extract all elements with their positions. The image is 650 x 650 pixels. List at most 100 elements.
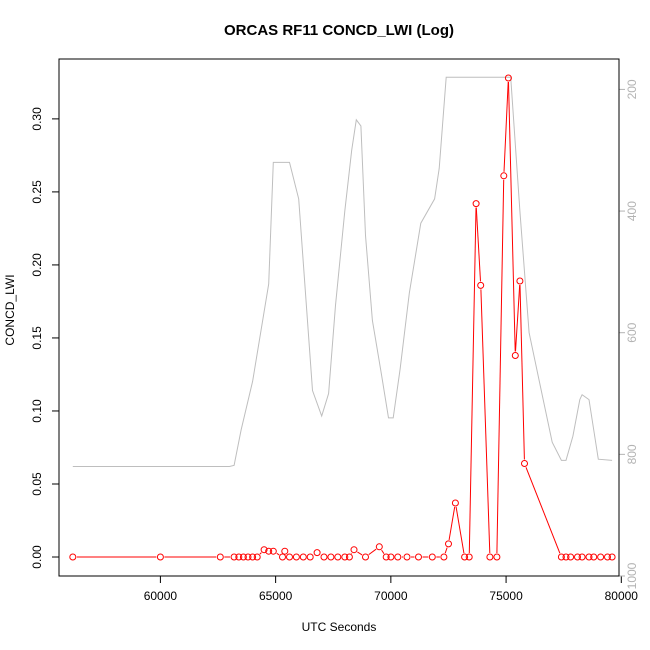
concd-point: [557, 553, 565, 561]
y-tick-label: 0.30: [30, 107, 44, 131]
x-tick-label: 65000: [259, 589, 293, 603]
x-tick-label: 70000: [374, 589, 408, 603]
y-axis-label: CONCD_LWI: [3, 274, 17, 345]
concd-point: [265, 547, 273, 555]
concd-point: [286, 553, 293, 561]
right-y-tick-label: 600: [625, 322, 639, 342]
concd-point: [239, 553, 247, 561]
x-tick-label: 80000: [605, 589, 639, 603]
concd-point: [465, 553, 473, 561]
concd-point: [362, 553, 369, 561]
concd-line-segment: [519, 284, 525, 460]
concd-point: [69, 553, 77, 561]
concd-point: [516, 277, 524, 285]
concd-point: [461, 553, 469, 561]
concd-point: [334, 553, 342, 561]
concd-point: [382, 553, 390, 561]
concd-point: [216, 553, 224, 561]
concd-line-segment: [496, 179, 505, 554]
concd-point: [472, 200, 480, 208]
concd-line-segment: [515, 284, 521, 352]
concd-point: [230, 553, 238, 561]
concd-point: [574, 553, 581, 561]
concd-point: [235, 553, 243, 561]
concd-line-segment: [480, 289, 491, 554]
concd-line-segment: [448, 506, 456, 540]
y-tick-label: 0.15: [30, 326, 44, 350]
concd-series-layer: [69, 74, 616, 561]
altitude-series-layer: [72, 76, 613, 467]
concd-point: [567, 553, 575, 561]
concd-point: [511, 352, 519, 359]
concd-point: [578, 553, 586, 561]
concd-line-segment: [455, 506, 465, 554]
concd-point: [345, 553, 353, 561]
concd-point: [156, 553, 164, 561]
concd-point: [387, 553, 395, 561]
concd-point: [445, 540, 452, 548]
concd-line-segment: [259, 552, 262, 555]
concd-line-segment: [468, 207, 477, 554]
concd-point: [477, 281, 485, 289]
concd-point: [299, 553, 307, 561]
concd-point: [260, 546, 268, 554]
x-axis-label: UTC Seconds: [302, 620, 377, 634]
concd-point: [521, 460, 528, 467]
concd-point: [493, 553, 501, 561]
concd-point: [244, 553, 252, 561]
right-y-tick-label: 800: [625, 444, 639, 464]
concd-point: [486, 553, 494, 561]
concd-point: [403, 553, 411, 561]
concd-point: [253, 553, 261, 561]
concd-point: [428, 553, 436, 561]
concd-line-segment: [503, 81, 509, 172]
concd-point: [292, 553, 300, 561]
concd-line-segment: [508, 81, 516, 352]
concd-point: [375, 543, 383, 551]
concd-point: [440, 553, 448, 561]
concd-point: [562, 553, 570, 561]
concd-point: [604, 553, 611, 561]
concd-point: [269, 547, 277, 555]
concd-point: [306, 553, 314, 561]
concd-point: [341, 553, 349, 561]
concd-point: [585, 553, 593, 561]
concd-point: [597, 553, 605, 561]
concd-point: [451, 499, 459, 507]
concd-line-segment: [276, 552, 280, 556]
concd-point: [608, 553, 616, 561]
concd-point: [394, 553, 402, 561]
concd-point: [313, 549, 321, 557]
altitude-line: [72, 76, 613, 467]
concd-line-segment: [381, 549, 385, 554]
y-axis: 0.00 0.05 0.10 0.15 0.20 0.25 0.30: [30, 107, 59, 569]
concd-point: [320, 553, 328, 561]
concd-point: [327, 553, 335, 561]
concd-point: [279, 553, 286, 561]
plot-frame: [58, 58, 620, 577]
y-tick-label: 0.25: [30, 180, 44, 204]
concd-point: [415, 553, 422, 561]
concd-point: [350, 546, 358, 554]
concd-line-segment: [368, 548, 377, 556]
x-tick-label: 75000: [489, 589, 523, 603]
y-tick-label: 0.00: [30, 545, 44, 569]
concd-point: [500, 172, 508, 180]
x-tick-label: 60000: [144, 589, 178, 603]
concd-line-segment: [475, 207, 481, 282]
y-tick-label: 0.20: [30, 253, 44, 277]
concd-line-segment: [525, 467, 561, 554]
right-y-tick-label: 1000: [625, 562, 639, 589]
concd-line-segment: [357, 551, 363, 556]
concd-point: [504, 74, 512, 82]
concd-point: [590, 553, 598, 561]
concd-line-segment: [444, 547, 448, 554]
right-y-tick-label: 400: [625, 201, 639, 221]
concd-point: [249, 553, 257, 561]
concd-point: [281, 547, 289, 555]
chart-title: ORCAS RF11 CONCD_LWI (Log): [224, 22, 454, 39]
right-y-tick-label: 200: [625, 79, 639, 99]
y-tick-label: 0.05: [30, 472, 44, 496]
